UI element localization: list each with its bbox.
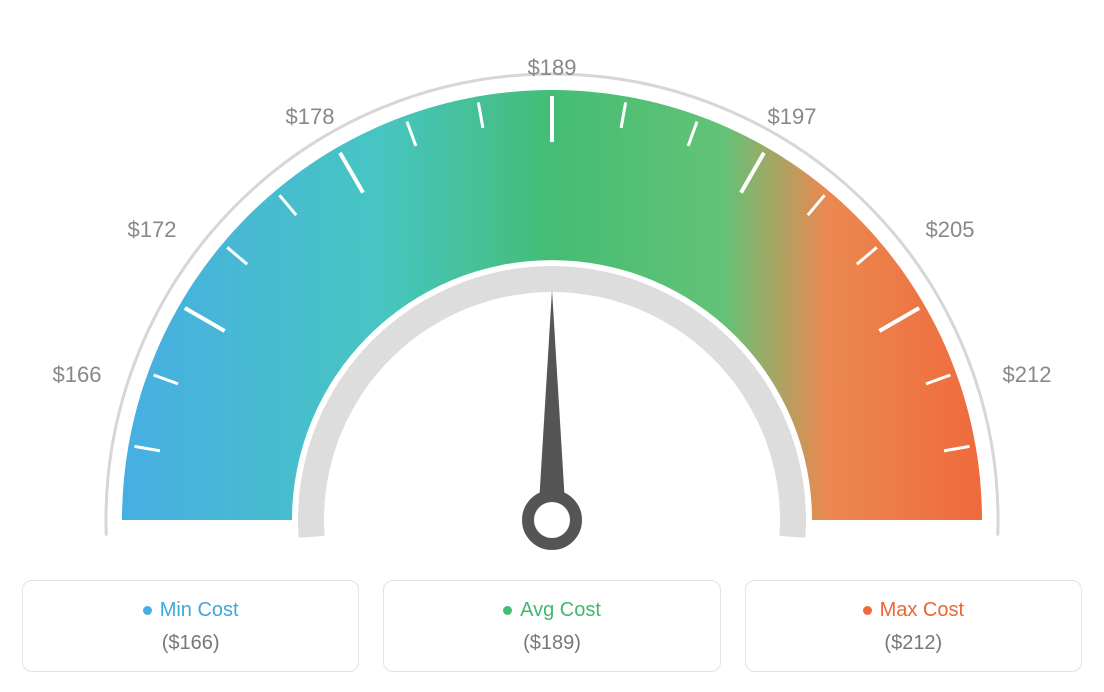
legend-title-min: Min Cost [33, 599, 348, 622]
gauge-svg [22, 20, 1082, 560]
gauge-tick-label: $166 [53, 362, 102, 388]
legend-label: Min Cost [160, 599, 239, 621]
dot-icon [143, 606, 152, 615]
gauge-tick-label: $212 [1003, 362, 1052, 388]
legend-label: Avg Cost [520, 599, 601, 621]
legend-title-avg: Avg Cost [394, 599, 709, 622]
dot-icon [503, 606, 512, 615]
dot-icon [863, 606, 872, 615]
legend-card-avg: Avg Cost ($189) [383, 580, 720, 672]
gauge-tick-label: $205 [926, 217, 975, 243]
legend-value-avg: ($189) [394, 632, 709, 655]
gauge-tick-label: $178 [286, 104, 335, 130]
legend-card-max: Max Cost ($212) [745, 580, 1082, 672]
gauge-tick-label: $197 [768, 104, 817, 130]
legend-label: Max Cost [880, 599, 964, 621]
legend-title-max: Max Cost [756, 599, 1071, 622]
gauge-tick-label: $172 [128, 217, 177, 243]
legend-row: Min Cost ($166) Avg Cost ($189) Max Cost… [22, 580, 1082, 672]
gauge-tick-label: $189 [528, 55, 577, 81]
legend-value-max: ($212) [756, 632, 1071, 655]
legend-value-min: ($166) [33, 632, 348, 655]
legend-card-min: Min Cost ($166) [22, 580, 359, 672]
cost-gauge-chart: $166 $172 $178 $189 $197 $205 $212 [22, 20, 1082, 560]
